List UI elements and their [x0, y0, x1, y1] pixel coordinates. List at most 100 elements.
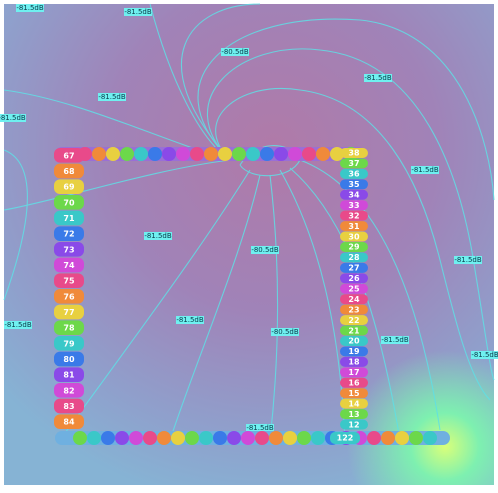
marker [340, 356, 368, 367]
marker [340, 252, 368, 263]
contour-label-box [381, 336, 409, 344]
track-dot [120, 147, 134, 161]
marker [54, 414, 84, 429]
marker-label: 22 [348, 316, 359, 325]
marker-label: 16 [348, 379, 360, 388]
marker [340, 158, 368, 169]
marker-label: 76 [63, 292, 75, 301]
track-dot [227, 431, 241, 445]
marker [54, 351, 84, 367]
marker [54, 148, 84, 163]
track-dot [409, 431, 423, 445]
marker [54, 289, 84, 304]
marker [340, 221, 368, 232]
marker [340, 294, 368, 305]
contour-label: -81.5dB [176, 316, 204, 324]
contour-label: -81.5dB [4, 321, 32, 329]
contour-label-box [364, 74, 392, 82]
track-dot [302, 147, 316, 161]
track-dot [204, 147, 218, 161]
marker-label: 33 [348, 201, 359, 210]
marker [54, 163, 84, 179]
track-dot [218, 147, 232, 161]
contour-label: -80.5dB [271, 328, 299, 336]
marker-label: 20 [348, 337, 360, 346]
track-dot [274, 147, 288, 161]
track-dot [423, 431, 437, 445]
marker-label: 70 [63, 198, 75, 207]
marker [330, 432, 360, 444]
track-dot [288, 147, 302, 161]
marker-label: 27 [348, 264, 359, 273]
marker-label: 14 [348, 399, 360, 408]
track-dot [92, 147, 106, 161]
track-dot [330, 147, 344, 161]
track-dot [381, 431, 395, 445]
contour-label-box [411, 166, 439, 174]
track-dot [129, 431, 143, 445]
marker [340, 388, 368, 399]
contour-label-box [471, 351, 498, 359]
track-dot [269, 431, 283, 445]
marker-label: 12 [348, 420, 359, 429]
marker [340, 179, 368, 190]
contour-label: -81.5dB [246, 424, 274, 432]
contour-label: -81.5dB [364, 74, 392, 82]
marker [340, 273, 368, 284]
marker [340, 231, 368, 242]
marker-label: 31 [348, 222, 360, 231]
track-dot [311, 431, 325, 445]
track-dot [367, 431, 381, 445]
track-dot [185, 431, 199, 445]
marker [54, 242, 84, 257]
marker-label: 79 [63, 339, 75, 348]
marker [54, 257, 84, 273]
marker [340, 283, 368, 294]
track-dot [101, 431, 115, 445]
marker [340, 242, 368, 252]
track-dot [190, 147, 204, 161]
marker-label: 24 [348, 295, 360, 304]
contour-label: -81.5dB [144, 232, 172, 240]
marker [340, 346, 368, 357]
track-dot [297, 431, 311, 445]
contour-label-box [251, 246, 279, 254]
marker [54, 383, 84, 398]
contour-label-box [124, 8, 152, 16]
marker [340, 200, 368, 211]
contour-label: -81.5dB [16, 4, 44, 12]
marker-label: 29 [348, 243, 360, 252]
contour-label-box [98, 93, 126, 101]
contour-label: -80.5dB [221, 48, 249, 56]
track-dot [148, 147, 162, 161]
marker [54, 273, 84, 288]
marker-label: 38 [348, 149, 360, 158]
marker-label: 84 [63, 418, 75, 427]
marker-label: 74 [63, 261, 75, 270]
track-dot [395, 431, 409, 445]
contour-label-box [271, 328, 299, 336]
marker-label: 67 [63, 151, 74, 160]
contour-label-box [454, 256, 482, 264]
contour-label-box [221, 48, 249, 56]
contour-label: -80.5dB [251, 246, 279, 254]
track-dot [162, 147, 176, 161]
contour-label: -81.5dB [98, 93, 126, 101]
marker [54, 195, 84, 210]
track-dot [213, 431, 227, 445]
marker-label: 26 [348, 274, 360, 283]
track-dot [241, 431, 255, 445]
contour-label: -81.5dB [411, 166, 439, 174]
marker [54, 336, 84, 351]
marker-label: 30 [348, 232, 360, 241]
contour-label: -81.5dB [381, 336, 409, 344]
marker-label: 23 [348, 305, 359, 314]
marker [340, 168, 368, 179]
marker [54, 367, 84, 382]
marker [340, 325, 368, 336]
marker-label: 13 [348, 410, 359, 419]
track-dot [260, 147, 274, 161]
marker-label: 21 [348, 326, 360, 335]
marker-label: 75 [63, 277, 75, 286]
